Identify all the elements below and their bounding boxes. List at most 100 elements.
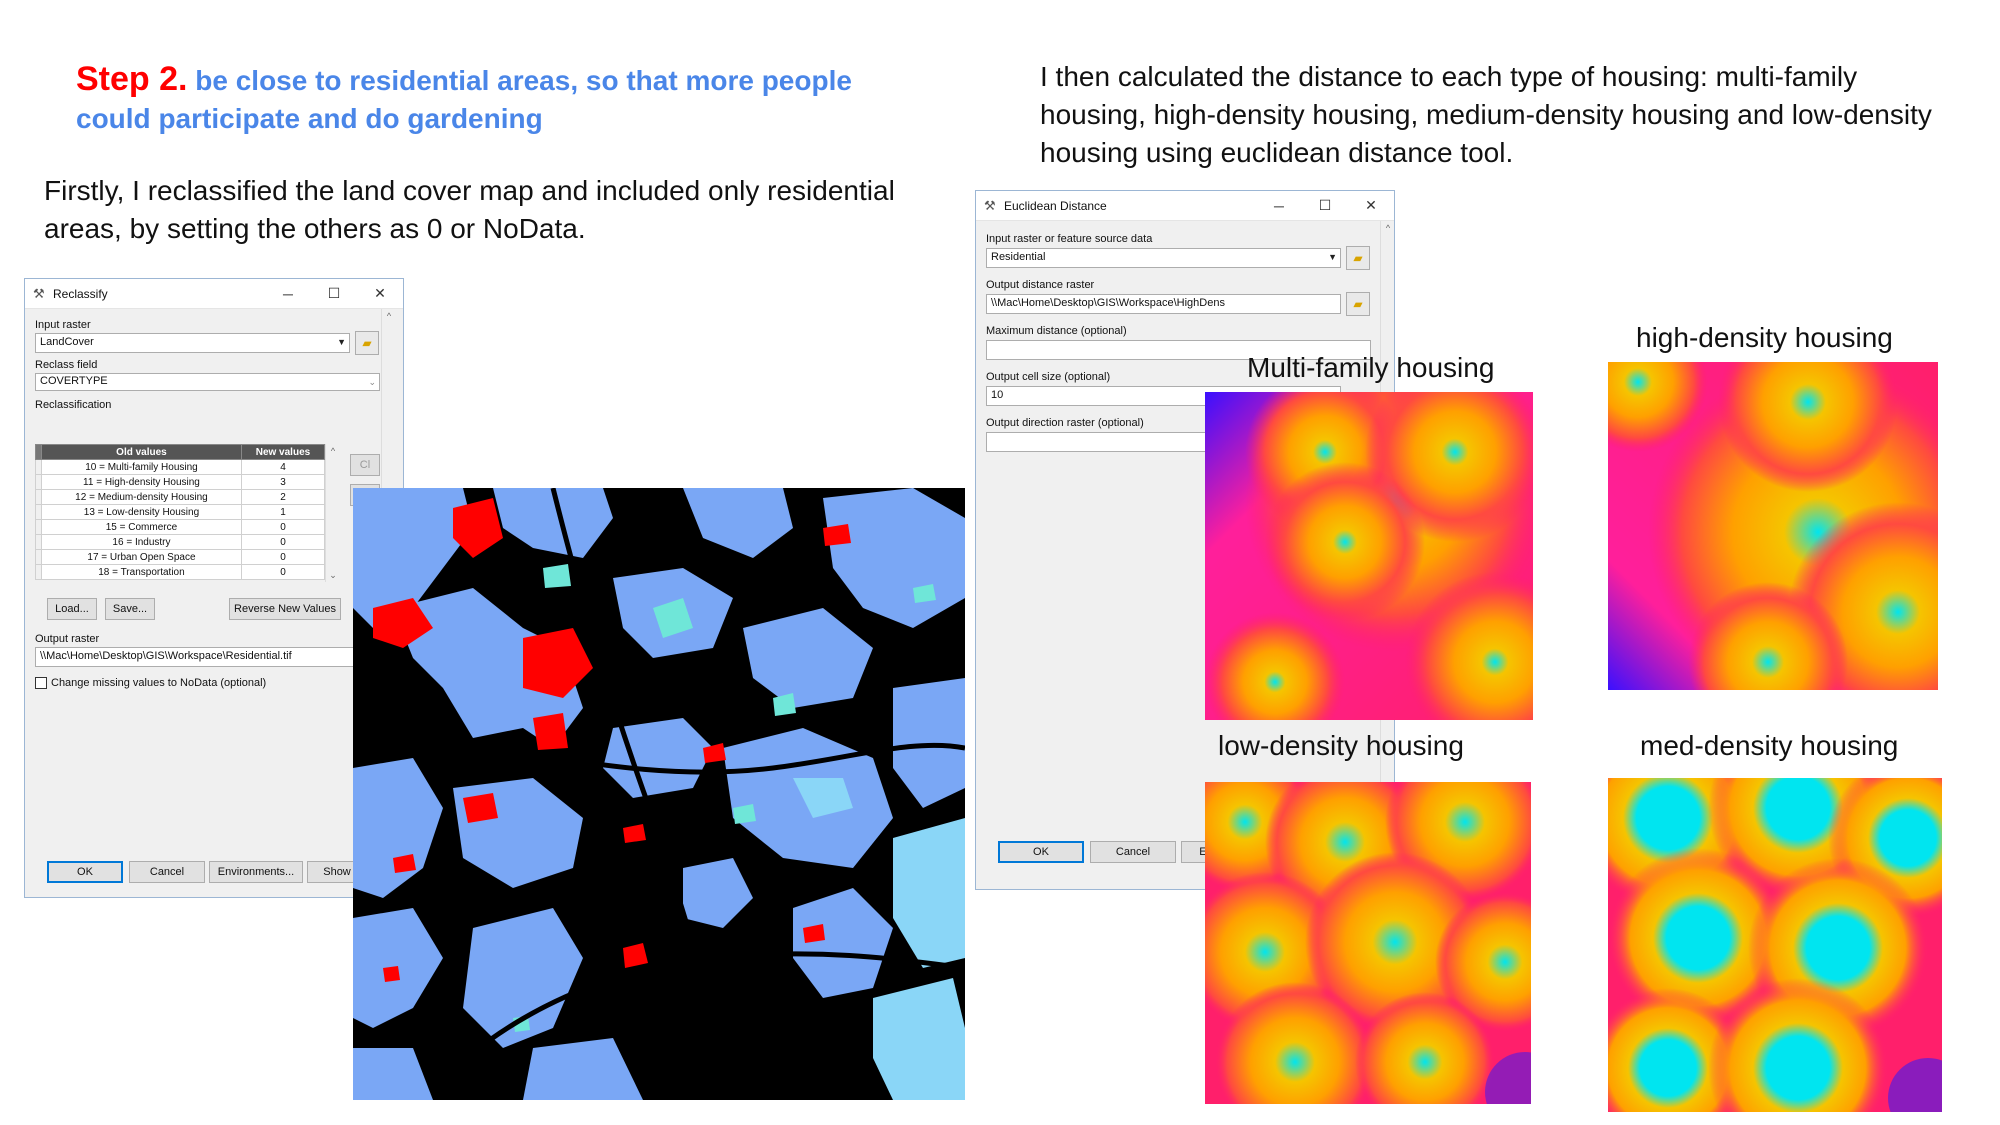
distance-map-med-density [1608,778,1942,1112]
text-reclassify-explanation: Firstly, I reclassified the land cover m… [44,175,895,244]
cancel-button[interactable]: Cancel [129,861,205,883]
direction-raster-label: Output direction raster (optional) [986,417,1144,429]
input-raster-label: Input raster [35,319,91,331]
reclassify-titlebar: ⚒ Reclassify ─ ☐ ✕ [25,279,403,309]
minimize-icon[interactable]: ─ [1274,197,1284,214]
maximize-icon[interactable]: ☐ [327,285,341,301]
folder-open-icon[interactable]: ▰ [1346,292,1370,316]
step-number: Step 2. [76,60,188,98]
show-help-button[interactable]: Show [307,861,367,883]
distance-map-low-density-svg [1205,782,1531,1104]
map-title-high-density: high-density housing [1636,322,1893,353]
euclidean-title: Euclidean Distance [1004,198,1107,213]
new-value-cell[interactable]: 1 [240,504,326,520]
hammer-icon: ⚒ [984,197,996,213]
old-value-cell[interactable]: 11 = High-density Housing [41,474,242,490]
old-value-cell[interactable]: 12 = Medium-density Housing [41,489,242,505]
table-row[interactable]: 18 = Transportation 0 [35,564,326,580]
load-button[interactable]: Load... [47,598,97,620]
folder-open-icon[interactable]: ▰ [1346,246,1370,270]
table-row[interactable]: 17 = Urban Open Space 0 [35,549,326,565]
table-row[interactable]: 15 = Commerce 0 [35,519,326,535]
step-goal-line1: be close to residential areas, so that m… [195,65,852,96]
reverse-new-values-button[interactable]: Reverse New Values [229,598,341,620]
reclassify-dialog: ⚒ Reclassify ─ ☐ ✕ Input raster LandCove… [24,278,404,898]
classify-button[interactable]: Cl [350,454,380,476]
table-row[interactable]: 12 = Medium-density Housing 2 [35,489,326,505]
output-distance-field[interactable]: \\Mac\Home\Desktop\GIS\Workspace\HighDen… [986,294,1341,314]
chevron-down-icon: ⌄ [368,377,376,387]
close-icon[interactable]: ✕ [374,285,386,301]
table-row[interactable]: 13 = Low-density Housing 1 [35,504,326,520]
row-header[interactable] [35,564,42,580]
old-value-cell[interactable]: 13 = Low-density Housing [41,504,242,520]
old-value-cell[interactable]: 16 = Industry [41,534,242,550]
old-value-cell[interactable]: 15 = Commerce [41,519,242,535]
scroll-up-icon[interactable]: ^ [330,446,336,456]
new-value-cell[interactable]: 0 [240,564,326,580]
table-row[interactable]: 10 = Multi-family Housing 4 [35,459,326,475]
distance-map-med-density-svg [1608,778,1942,1112]
scroll-up-icon[interactable]: ^ [1385,223,1391,233]
residential-landcover-map [353,488,965,1100]
map-title-low-density: low-density housing [1218,730,1464,761]
new-value-cell[interactable]: 0 [240,519,326,535]
scroll-up-icon[interactable]: ^ [386,311,392,321]
new-value-cell[interactable]: 0 [240,549,326,565]
reclass-field-value: COVERTYPE [40,375,108,387]
step-heading: Step 2. be close to residential areas, s… [76,60,896,138]
euclidean-titlebar: ⚒ Euclidean Distance ─ ☐ ✕ [976,191,1394,221]
new-value-cell[interactable]: 4 [240,459,326,475]
new-value-cell[interactable]: 0 [240,534,326,550]
step-goal-line2: could participate and do gardening [76,103,543,134]
output-raster-field[interactable]: \\Mac\Home\Desktop\GIS\Workspace\Residen… [35,647,380,667]
old-value-cell[interactable]: 10 = Multi-family Housing [41,459,242,475]
hammer-icon: ⚒ [33,285,45,301]
minimize-icon[interactable]: ─ [283,285,293,302]
close-icon[interactable]: ✕ [1365,197,1377,213]
map-title-multi-family: Multi-family housing [1247,352,1495,383]
old-value-cell[interactable]: 18 = Transportation [41,564,242,580]
text-distance-explanation: I then calculated the distance to each t… [1040,61,1932,168]
cancel-button[interactable]: Cancel [1090,841,1176,863]
distance-map-high-density [1608,362,1938,690]
table-scrollbar[interactable]: ^ ⌄ [325,444,339,582]
table-row[interactable]: 16 = Industry 0 [35,534,326,550]
distance-map-multi-family-svg [1205,392,1533,720]
chevron-down-icon: ▼ [337,337,346,347]
save-button[interactable]: Save... [105,598,155,620]
map-title-med-density: med-density housing [1640,730,1899,761]
ok-button[interactable]: OK [47,861,123,883]
column-header-new-values[interactable]: New values [240,444,326,460]
input-source-select[interactable]: Residential ▼ [986,248,1341,268]
scroll-down-icon[interactable]: ⌄ [329,569,337,580]
reclass-field-select[interactable]: COVERTYPE ⌄ [35,373,380,391]
table-row[interactable]: 11 = High-density Housing 3 [35,474,326,490]
landcover-map-svg [353,488,965,1100]
reclassification-table[interactable]: Old values New values 10 = Multi-family … [35,444,326,580]
distance-map-low-density [1205,782,1531,1104]
environments-button[interactable]: Environments... [209,861,303,883]
missing-nodata-checkbox[interactable] [35,677,47,689]
input-raster-value: LandCover [40,336,94,348]
distance-map-multi-family [1205,392,1533,720]
maximize-icon[interactable]: ☐ [1318,197,1332,213]
old-value-cell[interactable]: 17 = Urban Open Space [41,549,242,565]
cell-size-label: Output cell size (optional) [986,371,1111,383]
folder-open-icon[interactable]: ▰ [355,331,379,355]
missing-nodata-label: Change missing values to NoData (optiona… [51,677,267,689]
new-value-cell[interactable]: 2 [240,489,326,505]
chevron-down-icon: ▼ [1328,252,1337,262]
reclass-field-label: Reclass field [35,359,98,371]
distance-map-high-density-svg [1608,362,1938,690]
table-header-row: Old values New values [35,444,326,460]
output-distance-label: Output distance raster [986,279,1095,291]
max-distance-label: Maximum distance (optional) [986,325,1127,337]
max-distance-field[interactable] [986,340,1371,360]
ok-button[interactable]: OK [998,841,1084,863]
input-source-label: Input raster or feature source data [986,233,1153,245]
input-raster-select[interactable]: LandCover ▼ [35,333,350,353]
new-value-cell[interactable]: 3 [240,474,326,490]
column-header-old-values[interactable]: Old values [41,444,242,460]
missing-nodata-option[interactable]: Change missing values to NoData (optiona… [35,677,266,689]
